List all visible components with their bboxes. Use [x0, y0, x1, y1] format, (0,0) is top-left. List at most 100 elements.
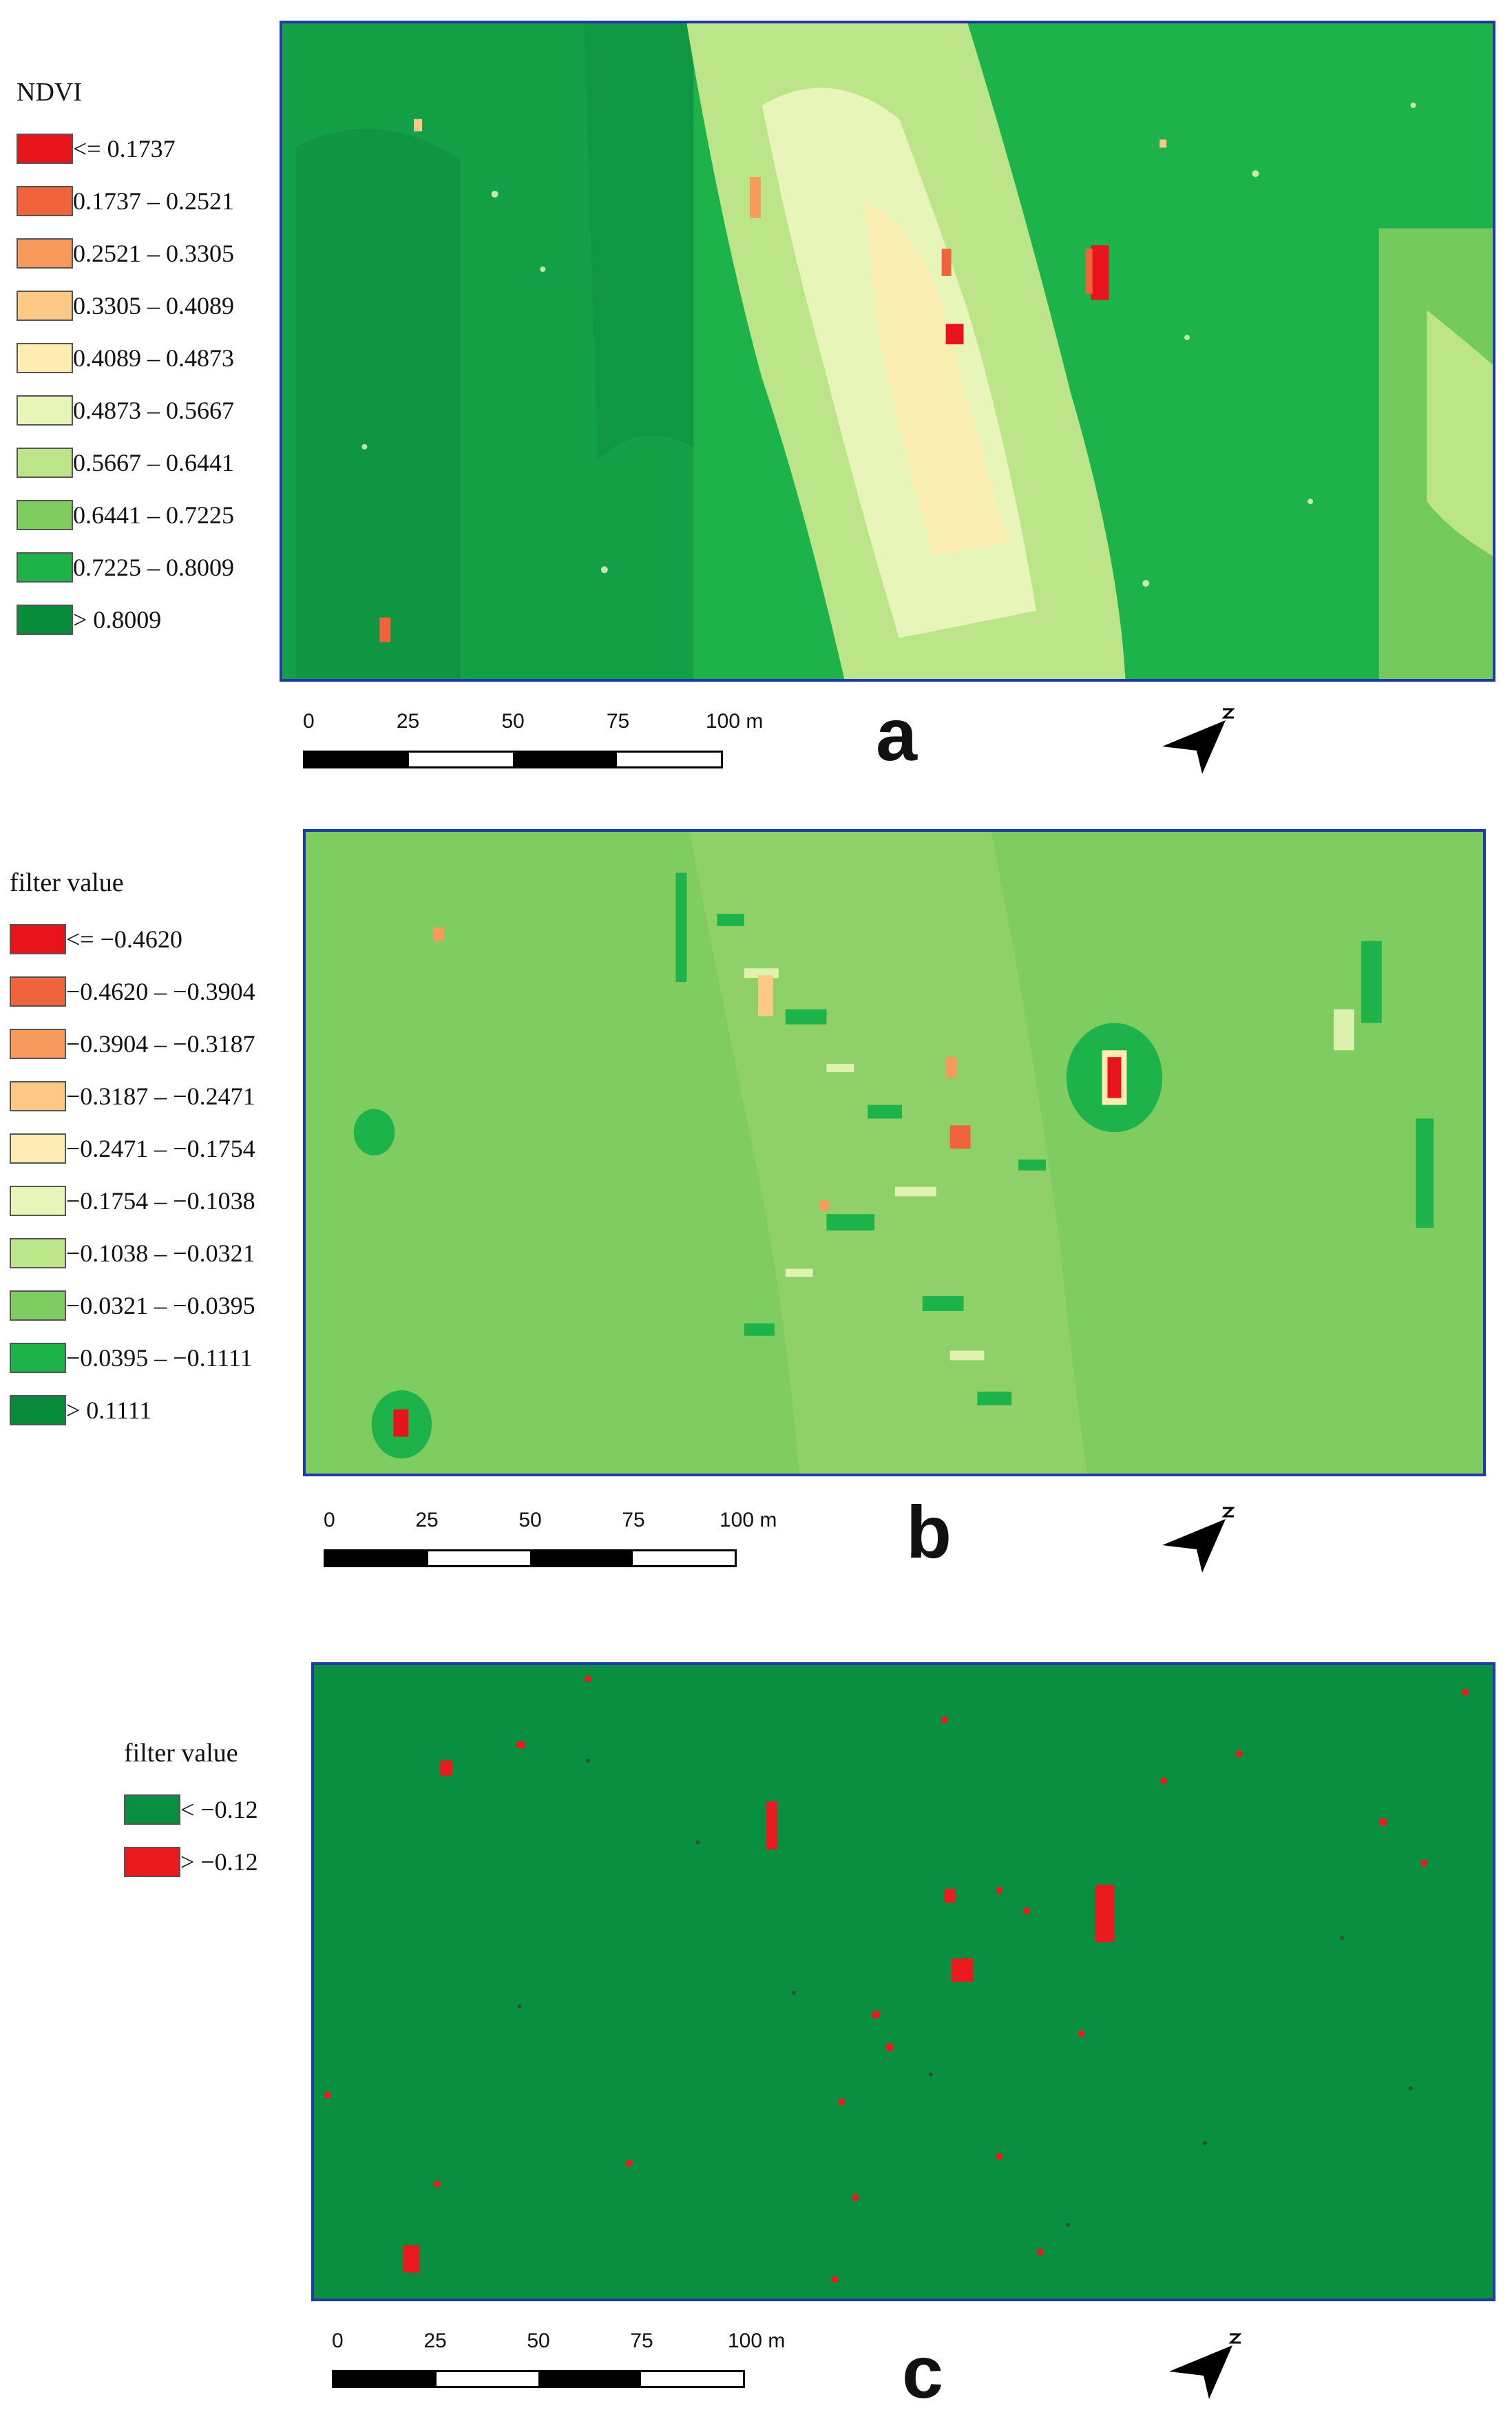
legend-entry: <= −0.4620 — [10, 913, 255, 965]
legend-label: 0.1737 – 0.2521 — [73, 187, 234, 215]
legend-title: filter value — [10, 868, 124, 897]
panel-label-c: c — [902, 2330, 944, 2413]
scale-tick-label: 0 — [324, 1509, 335, 1531]
legend-swatch — [17, 500, 73, 530]
legend-entry: 0.3305 – 0.4089 — [17, 280, 234, 332]
legend-label: −0.1754 – −0.1038 — [66, 1187, 255, 1215]
legend-swatch — [10, 1133, 66, 1164]
legend-entry: 0.2521 – 0.3305 — [17, 227, 234, 280]
north-arrow-icon — [1169, 2333, 1242, 2399]
threshold-raster — [314, 1665, 1493, 2298]
legend-label: <= −0.4620 — [66, 925, 182, 953]
legend-label: 0.3305 – 0.4089 — [73, 292, 234, 320]
legend-swatch — [17, 238, 73, 269]
map-ndvi — [280, 21, 1495, 682]
scale-tick-label: 75 — [606, 710, 630, 733]
panel-label-b: b — [906, 1490, 952, 1573]
panel-c: filter value < −0.12 > −0.12 — [0, 1604, 1512, 2419]
legend-entry: −0.1038 – −0.0321 — [10, 1227, 255, 1279]
legend-entry: −0.3187 – −0.2471 — [10, 1070, 255, 1122]
legend-entry: −0.0395 – −0.1111 — [10, 1332, 255, 1384]
legend-label: −0.0321 – −0.0395 — [66, 1292, 255, 1319]
legend-swatch — [10, 1238, 66, 1268]
scale-tick-label: 25 — [415, 1509, 439, 1531]
legend-entry: 0.7225 – 0.8009 — [17, 541, 234, 594]
legend-entry: > 0.1111 — [10, 1384, 255, 1436]
scale-tick-label: 50 — [501, 710, 525, 733]
legend-label: 0.7225 – 0.8009 — [73, 554, 234, 581]
scale-tick-label: 0 — [332, 2329, 344, 2352]
legend-label: > −0.12 — [180, 1848, 258, 1876]
legend-swatch — [17, 605, 73, 635]
scale-tick-label: 50 — [527, 2329, 550, 2352]
scale-bar: 0 25 50 75 100 m — [332, 2329, 785, 2398]
legend-label: 0.5667 – 0.6441 — [73, 449, 234, 477]
map-filter-threshold — [311, 1662, 1495, 2301]
panel-label-a: a — [876, 693, 918, 776]
scale-tick-label: 75 — [630, 2329, 653, 2352]
legend-label: > 0.8009 — [73, 606, 162, 633]
legend-ndvi: NDVI <= 0.1737 0.1737 – 0.2521 0.2521 – 0.… — [17, 77, 234, 646]
scale-tick-label: 100 m — [705, 710, 764, 733]
legend-entry: 0.1737 – 0.2521 — [17, 175, 234, 227]
legend-entry: 0.4873 – 0.5667 — [17, 384, 234, 437]
legend-label: 0.6441 – 0.7225 — [73, 501, 234, 529]
scale-bar: 0 25 50 75 100 m — [324, 1508, 777, 1577]
legend-swatch — [10, 1343, 66, 1373]
map-filter-continuous — [303, 829, 1486, 1476]
legend-label: 0.4873 – 0.5667 — [73, 397, 234, 424]
legend-swatch — [124, 1794, 180, 1825]
legend-title: filter value — [124, 1739, 238, 1768]
legend-swatch — [10, 976, 66, 1007]
legend-entry: < −0.12 — [124, 1783, 258, 1836]
legend-swatch — [17, 291, 73, 321]
legend-swatch — [17, 343, 73, 373]
filter-raster — [306, 832, 1483, 1474]
scale-bar: 0 25 50 75 100 m — [303, 709, 763, 778]
scale-tick-label: 0 — [303, 710, 315, 733]
legend-swatch — [124, 1847, 180, 1877]
ndvi-raster — [282, 23, 1493, 679]
legend-swatch — [17, 395, 73, 426]
scale-tick-label: 100 m — [727, 2329, 786, 2352]
legend-swatch — [17, 448, 73, 478]
legend-swatch — [10, 1395, 66, 1425]
scale-tick-label: 25 — [423, 2329, 447, 2352]
legend-entry: −0.2471 – −0.1754 — [10, 1122, 255, 1175]
panel-a: NDVI <= 0.1737 0.1737 – 0.2521 0.2521 – 0.… — [0, 0, 1512, 785]
legend-swatch — [17, 186, 73, 216]
legend-label: <= 0.1737 — [73, 135, 176, 163]
scale-tick-label: 100 m — [719, 1509, 777, 1531]
legend-swatch — [10, 1186, 66, 1216]
scale-tick-label: 25 — [396, 710, 420, 733]
legend-label: 0.2521 – 0.3305 — [73, 240, 234, 267]
legend-swatch — [10, 1029, 66, 1059]
legend-filter-value: filter value <= −0.4620 −0.4620 – −0.3904… — [10, 868, 255, 1436]
legend-filter-threshold: filter value < −0.12 > −0.12 — [124, 1738, 258, 1888]
legend-swatch — [10, 1081, 66, 1111]
legend-entry: −0.0321 – −0.0395 — [10, 1279, 255, 1332]
legend-entry: −0.1754 – −0.1038 — [10, 1175, 255, 1227]
legend-label: −0.3904 – −0.3187 — [66, 1030, 255, 1058]
legend-label: −0.1038 – −0.0321 — [66, 1239, 255, 1267]
legend-label: −0.4620 – −0.3904 — [66, 978, 255, 1005]
legend-entry: −0.3904 – −0.3187 — [10, 1018, 255, 1070]
legend-entry: −0.4620 – −0.3904 — [10, 965, 255, 1018]
legend-entry: 0.4089 – 0.4873 — [17, 332, 234, 384]
legend-entry: > −0.12 — [124, 1836, 258, 1888]
north-arrow-icon — [1162, 708, 1235, 774]
north-arrow-icon — [1162, 1507, 1235, 1573]
legend-swatch — [10, 924, 66, 954]
legend-swatch — [17, 552, 73, 583]
legend-label: 0.4089 – 0.4873 — [73, 344, 234, 372]
legend-label: > 0.1111 — [66, 1396, 152, 1424]
scale-tick-label: 75 — [622, 1509, 645, 1531]
legend-label: −0.3187 – −0.2471 — [66, 1082, 255, 1110]
legend-entry: 0.5667 – 0.6441 — [17, 437, 234, 489]
scale-tick-label: 50 — [518, 1509, 542, 1531]
legend-entry: > 0.8009 — [17, 594, 234, 646]
legend-entry: <= 0.1737 — [17, 123, 234, 175]
legend-swatch — [10, 1290, 66, 1321]
legend-label: −0.2471 – −0.1754 — [66, 1135, 255, 1162]
